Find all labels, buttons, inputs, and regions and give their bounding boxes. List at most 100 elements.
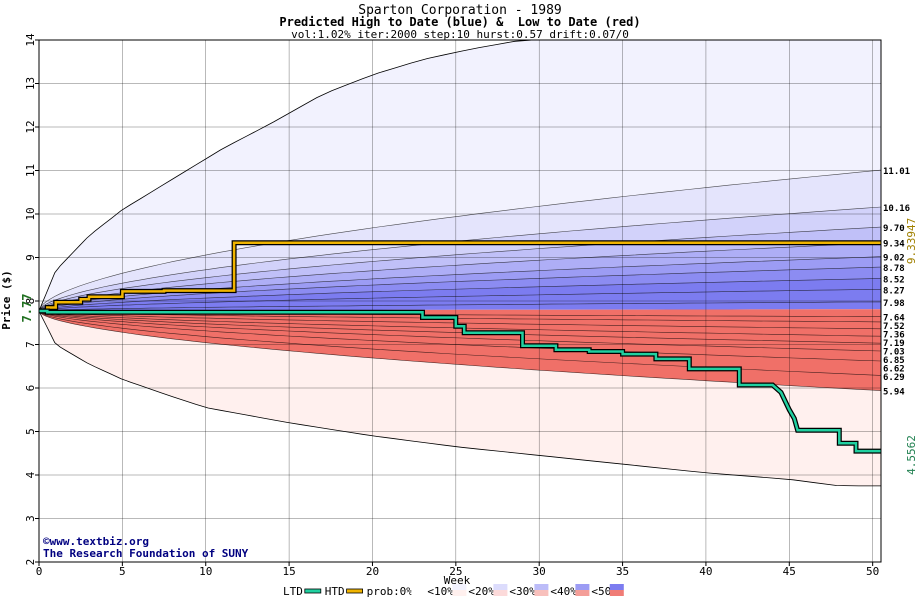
watermark-org: The Research Foundation of SUNY [43, 547, 249, 560]
legend-lo-swatch [493, 590, 508, 596]
y-tick-label: 8 [24, 298, 37, 305]
legend-lo-swatch [411, 590, 426, 596]
outer-hi-line [39, 40, 881, 312]
chart-params: vol:1.02% iter:2000 step:10 hurst:0.57 d… [291, 28, 629, 41]
x-axis-ticks: 0 5 10 15 20 25 30 35 40 45 50 [36, 562, 879, 578]
legend-lo-swatch [575, 590, 590, 596]
quantile-line [39, 310, 881, 391]
quantile-end-label: 9.34 [883, 240, 905, 250]
series-lines [39, 240, 881, 454]
x-tick-label: 20 [366, 565, 379, 578]
legend-swatch [304, 588, 322, 594]
quantile-end-labels: 11.01 10.16 9.70 9.34 9.028.788.528.27 7.98 7.… [883, 167, 910, 398]
y-tick-label: 11 [24, 164, 37, 177]
quantile-end-label: 11.01 [883, 167, 910, 177]
legend-hi-swatch [493, 584, 508, 590]
quantile-end-label: 7.03 [883, 348, 905, 358]
ltd-line [39, 309, 881, 453]
y-tick-label: 13 [24, 77, 37, 90]
y-tick-label: 5 [24, 428, 37, 435]
legend-hi-swatch [411, 584, 426, 590]
start-price-label: 7.77 [20, 294, 34, 323]
htd-line [39, 241, 881, 313]
hi-band [39, 267, 881, 311]
y-tick-label: 14 [24, 33, 37, 47]
hi-band [39, 278, 881, 311]
x-tick-label: 10 [199, 565, 212, 578]
quantile-end-label: 9.70 [883, 224, 905, 234]
quantile-end-label: 6.29 [883, 373, 905, 383]
quantile-line [39, 289, 881, 312]
lo-band [39, 309, 881, 391]
x-tick-label: 35 [616, 565, 629, 578]
quantile-line [39, 266, 881, 312]
x-tick-label: 30 [533, 565, 546, 578]
y-tick-label: 2 [24, 559, 37, 566]
outer-envelope [39, 40, 881, 487]
legend-prefix: prob: [367, 585, 400, 598]
quantile-line [39, 278, 881, 312]
quantile-line [39, 301, 881, 312]
quantile-line [39, 169, 881, 312]
hi-band [39, 301, 881, 311]
hi-band [39, 207, 881, 311]
legend-hi-swatch [534, 584, 549, 590]
chart-title: Sparton Corporation - 1989 [358, 3, 562, 18]
ltd-end-label: 4.5562 [905, 435, 918, 475]
htd-end-label: 9.33947 [905, 218, 918, 264]
y-tick-label: 12 [24, 120, 37, 133]
y-axis-ticks: 2 3 4 5 6 7 8 9 10 11 12 13 14 [24, 33, 39, 565]
x-tick-label: 50 [866, 565, 879, 578]
legend-lo-swatch [452, 590, 467, 596]
x-tick-label: 45 [783, 565, 796, 578]
x-tick-label: 5 [119, 565, 126, 578]
quantile-line [39, 310, 881, 337]
legend-hi-swatch [452, 584, 467, 590]
legend-hi-swatch [575, 584, 590, 590]
y-tick-label: 7 [24, 341, 37, 348]
legend-label: LTD [283, 585, 303, 598]
plot-area [39, 40, 881, 562]
legend-swatch [346, 588, 364, 594]
quantile-end-label: 7.52 [883, 322, 905, 332]
quantile-end-label: 8.52 [883, 275, 905, 285]
quantile-line [39, 310, 881, 376]
legend: LTD HTD prob: 0%< <10%< <20%< <30%< <40%< <50% [283, 584, 624, 598]
hi-band [39, 227, 881, 311]
legend-hi-swatch [609, 584, 624, 590]
quantile-line [39, 310, 881, 362]
quantile-end-label: 10.16 [883, 204, 910, 214]
y-tick-label: 6 [24, 385, 37, 392]
y-axis-label: Price ($) [0, 270, 13, 330]
watermark-url: ©www.textbiz.org [43, 535, 149, 548]
quantile-end-label: 8.27 [883, 286, 905, 296]
outer-lo-line [39, 310, 881, 487]
quantile-line [39, 310, 881, 352]
x-tick-label: 40 [699, 565, 712, 578]
legend-lo-swatch [609, 590, 624, 596]
quantile-line [39, 206, 881, 312]
y-tick-label: 9 [24, 254, 37, 261]
quantile-end-label: 6.85 [883, 356, 905, 366]
grid-lines [39, 40, 881, 562]
y-tick-label: 3 [24, 515, 37, 522]
legend-lo-swatch [534, 590, 549, 596]
x-tick-label: 0 [36, 565, 43, 578]
quantile-end-label: 7.19 [883, 339, 905, 349]
quantile-end-label: 5.94 [883, 388, 905, 398]
quantile-end-label: 9.02 [883, 254, 905, 264]
quantile-line [39, 310, 881, 344]
quantile-end-label: 7.98 [883, 299, 905, 309]
quantile-end-label: 7.36 [883, 331, 905, 341]
hi-band [39, 289, 881, 311]
hi-band [39, 242, 881, 311]
chart-subtitle: Predicted High to Date (blue) & Low to D… [279, 15, 641, 29]
legend-label: HTD [325, 585, 345, 598]
x-axis-label: Week [444, 574, 471, 587]
quantile-end-label: 6.62 [883, 365, 905, 375]
y-tick-label: 4 [24, 471, 37, 478]
x-tick-label: 15 [282, 565, 295, 578]
x-tick-label: 25 [449, 565, 462, 578]
quantile-end-label: 8.78 [883, 264, 905, 274]
